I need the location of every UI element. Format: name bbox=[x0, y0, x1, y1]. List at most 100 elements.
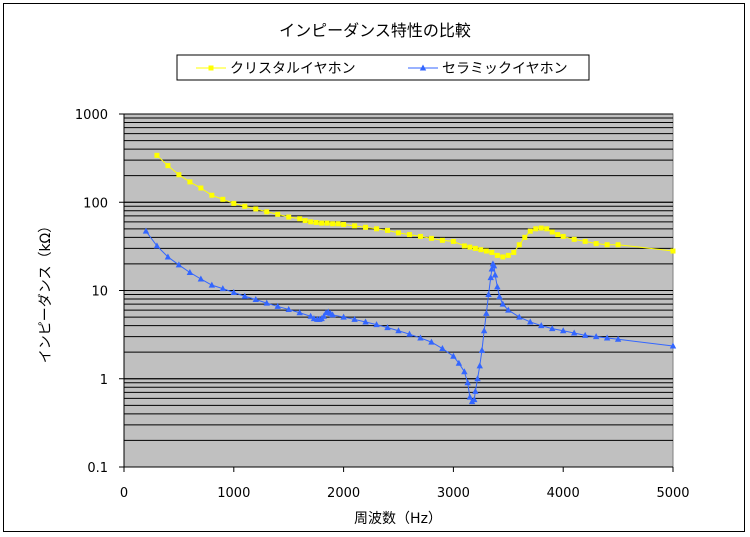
data-point bbox=[186, 268, 194, 275]
data-point bbox=[324, 220, 330, 226]
series-crystal bbox=[154, 152, 676, 260]
data-point bbox=[461, 368, 468, 375]
x-tick-label: 5000 bbox=[656, 486, 689, 501]
data-point bbox=[329, 311, 336, 318]
data-point bbox=[478, 247, 484, 253]
data-point bbox=[604, 242, 610, 248]
data-point bbox=[296, 309, 303, 316]
data-point bbox=[500, 254, 506, 260]
data-point bbox=[491, 271, 499, 278]
data-point bbox=[417, 334, 424, 341]
data-point bbox=[142, 227, 150, 234]
data-point bbox=[461, 243, 467, 249]
y-tick-label: 0.1 bbox=[87, 461, 108, 476]
series-layer bbox=[142, 152, 677, 405]
data-point bbox=[351, 315, 358, 322]
data-point bbox=[187, 179, 193, 185]
legend-item-ceramic: セラミックイヤホン bbox=[408, 61, 568, 77]
data-point bbox=[385, 227, 391, 233]
data-point bbox=[467, 244, 473, 250]
data-point bbox=[320, 312, 328, 319]
data-point bbox=[275, 211, 281, 217]
data-point bbox=[571, 236, 577, 242]
x-axis-ticks: 0 1000 2000 3000 4000 5000 bbox=[120, 467, 690, 501]
data-point bbox=[466, 393, 474, 400]
y-axis-ticks: 1000 100 10 1 0.1 bbox=[75, 108, 124, 476]
data-point bbox=[363, 224, 369, 230]
data-point bbox=[544, 226, 550, 232]
data-point bbox=[153, 242, 161, 249]
data-point bbox=[274, 302, 281, 309]
data-point bbox=[208, 281, 216, 288]
data-point bbox=[499, 300, 507, 307]
data-point bbox=[560, 327, 567, 334]
y-tick-label: 10 bbox=[91, 285, 108, 300]
data-point bbox=[263, 299, 270, 306]
data-point bbox=[538, 322, 545, 329]
data-point bbox=[516, 313, 523, 320]
legend-marker bbox=[419, 64, 427, 71]
data-point bbox=[549, 229, 555, 235]
data-point bbox=[341, 221, 347, 227]
data-point bbox=[428, 235, 434, 241]
data-point bbox=[593, 241, 599, 247]
data-point bbox=[496, 293, 503, 300]
x-tick-label: 0 bbox=[120, 486, 128, 501]
data-point bbox=[307, 312, 314, 319]
legend: クリスタルイヤホン セラミックイヤホン bbox=[176, 54, 590, 81]
data-point bbox=[197, 275, 205, 282]
data-point bbox=[176, 172, 182, 178]
data-point bbox=[330, 221, 336, 227]
data-point bbox=[165, 163, 171, 169]
data-point bbox=[488, 265, 496, 272]
legend-label: クリスタルイヤホン bbox=[230, 61, 356, 77]
data-point bbox=[464, 379, 471, 386]
data-point bbox=[230, 288, 237, 295]
data-point bbox=[560, 233, 566, 239]
data-point bbox=[522, 234, 528, 240]
data-point bbox=[455, 359, 463, 366]
data-point bbox=[164, 253, 172, 260]
data-point bbox=[220, 196, 226, 202]
data-point bbox=[582, 238, 588, 244]
data-point bbox=[494, 252, 500, 258]
data-point bbox=[581, 331, 589, 338]
data-point bbox=[308, 219, 314, 225]
data-point bbox=[603, 334, 611, 341]
data-point bbox=[340, 313, 347, 320]
data-point bbox=[313, 219, 319, 225]
data-point bbox=[285, 305, 292, 312]
data-point bbox=[494, 283, 501, 290]
data-point bbox=[549, 325, 556, 332]
data-point bbox=[615, 242, 621, 248]
data-point bbox=[362, 318, 369, 325]
data-point bbox=[302, 218, 308, 224]
y-tick-label: 1000 bbox=[75, 108, 108, 123]
data-point bbox=[384, 324, 391, 331]
data-point bbox=[396, 230, 401, 236]
data-point bbox=[231, 200, 237, 206]
data-point bbox=[670, 248, 676, 254]
data-point bbox=[533, 226, 539, 232]
data-point bbox=[373, 321, 380, 328]
data-point bbox=[478, 346, 486, 353]
data-point bbox=[395, 327, 402, 334]
data-point bbox=[471, 396, 478, 403]
data-point bbox=[450, 352, 457, 359]
data-point bbox=[489, 249, 495, 255]
data-point bbox=[472, 387, 479, 394]
data-point bbox=[474, 375, 481, 382]
x-tick-label: 3000 bbox=[437, 486, 470, 501]
data-point bbox=[264, 209, 270, 215]
data-point bbox=[511, 249, 517, 255]
data-point bbox=[154, 152, 160, 158]
data-point bbox=[175, 261, 183, 268]
gridlines bbox=[124, 113, 673, 441]
data-point bbox=[439, 237, 445, 243]
data-point bbox=[252, 296, 259, 303]
data-point bbox=[476, 362, 483, 369]
data-point bbox=[527, 318, 534, 325]
legend-marker bbox=[208, 65, 214, 71]
legend-box bbox=[176, 54, 590, 81]
